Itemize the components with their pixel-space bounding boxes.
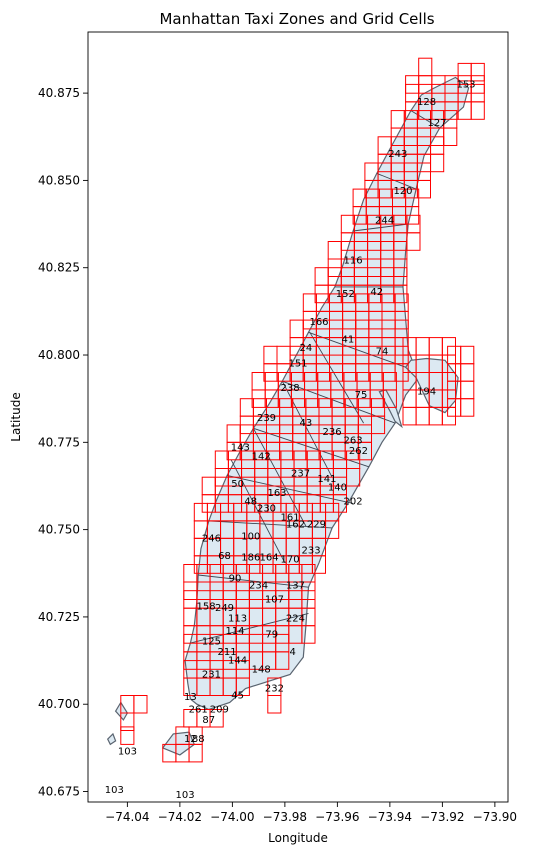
zone-label-74: 74 bbox=[376, 347, 389, 358]
zone-label-244: 244 bbox=[375, 216, 394, 227]
zone-label-120: 120 bbox=[393, 186, 412, 197]
x-tick-label: −73.94 bbox=[368, 810, 412, 824]
zone-label-148: 148 bbox=[252, 664, 271, 675]
chart-title: Manhattan Taxi Zones and Grid Cells bbox=[159, 10, 434, 28]
zone-label-113: 113 bbox=[228, 614, 247, 625]
zone-label-194: 194 bbox=[417, 387, 436, 398]
zone-label-231: 231 bbox=[202, 670, 221, 681]
zone-label-230: 230 bbox=[257, 504, 276, 515]
zone-label-262: 262 bbox=[349, 446, 368, 457]
x-axis-ticks: −74.04 −74.02 −74.00 −73.98 −73.96 −73.94 −73.… bbox=[105, 802, 517, 824]
y-tick-label: 40.675 bbox=[38, 785, 80, 799]
y-axis-ticks: 40.675 40.700 40.725 40.750 40.775 40.800 40.8… bbox=[38, 86, 88, 798]
zone-label-209: 209 bbox=[210, 705, 229, 716]
zone-label-152: 152 bbox=[336, 289, 355, 300]
y-tick-label: 40.875 bbox=[38, 86, 80, 100]
zone-label-4: 4 bbox=[290, 647, 296, 658]
zone-label-125: 125 bbox=[202, 636, 221, 647]
zone-label-24: 24 bbox=[300, 343, 313, 354]
zone-label-144: 144 bbox=[228, 656, 247, 667]
zone-label-143: 143 bbox=[231, 443, 250, 454]
zone-label-224: 224 bbox=[286, 614, 305, 625]
y-tick-label: 40.775 bbox=[38, 435, 80, 449]
zone-label-202: 202 bbox=[344, 497, 363, 508]
zone-label-116: 116 bbox=[344, 256, 363, 267]
x-tick-label: −74.04 bbox=[105, 810, 149, 824]
zone-label-142: 142 bbox=[252, 451, 271, 462]
zone-label-170: 170 bbox=[281, 554, 300, 565]
zone-label-233: 233 bbox=[302, 546, 321, 557]
y-tick-label: 40.700 bbox=[38, 697, 80, 711]
zone-label-42: 42 bbox=[370, 287, 383, 298]
zone-label-164: 164 bbox=[260, 553, 279, 564]
zone-label-75: 75 bbox=[355, 390, 368, 401]
zone-label-103: 103 bbox=[176, 790, 195, 801]
zone-label-88: 88 bbox=[192, 734, 205, 745]
zone-label-166: 166 bbox=[309, 317, 328, 328]
zone-label-237: 237 bbox=[291, 469, 310, 480]
zone-label-239: 239 bbox=[257, 413, 276, 424]
zone-label-79: 79 bbox=[265, 629, 278, 640]
y-tick-label: 40.800 bbox=[38, 348, 80, 362]
zone-label-13: 13 bbox=[184, 692, 197, 703]
x-axis-label: Longitude bbox=[268, 831, 328, 845]
y-tick-label: 40.725 bbox=[38, 610, 80, 624]
zone-label-243: 243 bbox=[388, 149, 407, 160]
x-tick-label: −73.96 bbox=[315, 810, 359, 824]
zone-label-263: 263 bbox=[344, 436, 363, 447]
zone-label-151: 151 bbox=[288, 359, 307, 370]
y-tick-label: 40.850 bbox=[38, 173, 80, 187]
zone-label-238: 238 bbox=[281, 383, 300, 394]
zone-label-153: 153 bbox=[456, 79, 475, 90]
zone-label-163: 163 bbox=[267, 488, 286, 499]
zone-label-249: 249 bbox=[215, 603, 234, 614]
zone-label-234: 234 bbox=[249, 581, 268, 592]
zone-label-107: 107 bbox=[265, 595, 284, 606]
zone-label-90: 90 bbox=[229, 574, 242, 585]
zone-label-68: 68 bbox=[218, 551, 231, 562]
zone-label-87: 87 bbox=[202, 715, 215, 726]
zone-label-162: 162 bbox=[286, 519, 305, 530]
zone-label-261: 261 bbox=[189, 705, 208, 716]
x-tick-label: −74.00 bbox=[210, 810, 254, 824]
y-tick-label: 40.825 bbox=[38, 261, 80, 275]
zone-label-229: 229 bbox=[307, 519, 326, 530]
zone-label-100: 100 bbox=[241, 532, 260, 543]
zone-label-103: 103 bbox=[105, 785, 124, 796]
x-tick-label: −73.92 bbox=[420, 810, 464, 824]
zone-label-236: 236 bbox=[323, 427, 342, 438]
x-tick-label: −73.98 bbox=[263, 810, 307, 824]
zone-label-41: 41 bbox=[342, 334, 355, 345]
zone-label-103: 103 bbox=[118, 746, 137, 757]
x-tick-label: −73.90 bbox=[473, 810, 517, 824]
zone-label-137: 137 bbox=[286, 581, 305, 592]
zone-label-128: 128 bbox=[417, 97, 436, 108]
y-tick-label: 40.750 bbox=[38, 523, 80, 537]
zone-label-186: 186 bbox=[241, 553, 260, 564]
zone-label-114: 114 bbox=[225, 626, 244, 637]
zone-label-45: 45 bbox=[231, 691, 244, 702]
zone-label-43: 43 bbox=[300, 418, 313, 429]
x-tick-label: −74.02 bbox=[158, 810, 202, 824]
y-axis-label: Latitude bbox=[9, 392, 23, 441]
zone-label-140: 140 bbox=[328, 483, 347, 494]
zone-label-246: 246 bbox=[202, 533, 221, 544]
zone-label-127: 127 bbox=[428, 118, 447, 129]
zone-label-48: 48 bbox=[244, 497, 257, 508]
zone-label-158: 158 bbox=[197, 601, 216, 612]
zone-label-232: 232 bbox=[265, 684, 284, 695]
zone-label-50: 50 bbox=[231, 479, 244, 490]
